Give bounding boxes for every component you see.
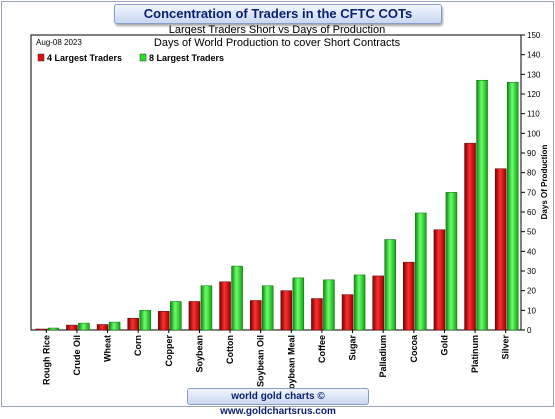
bar-gold-4-largest-traders bbox=[433, 229, 446, 331]
y-axis: 0 10 20 30 40 50 60 70 80 90 100 110 120 130 140 150 bbox=[521, 31, 541, 335]
bar-soybean-4-largest-traders bbox=[188, 301, 201, 331]
bar-copper-8-largest-traders bbox=[170, 301, 182, 331]
x-tick-label-soybean: Soybean bbox=[194, 335, 204, 373]
bar-soybean-oil-8-largest-traders bbox=[261, 285, 274, 331]
x-tick-label-cocoa: Cocoa bbox=[409, 334, 419, 363]
bar-soybean-oil-4-largest-traders bbox=[249, 300, 262, 331]
bar-coffee-8-largest-traders bbox=[323, 279, 335, 331]
y-tick-label: 130 bbox=[527, 70, 541, 79]
legend-label-4-largest-traders: 4 Largest Traders bbox=[47, 53, 122, 63]
bar-sugar-8-largest-traders bbox=[353, 274, 366, 331]
bars bbox=[35, 79, 519, 331]
x-tick-label-palladium: Palladium bbox=[378, 335, 388, 378]
x-tick-label-platinum: Platinum bbox=[470, 335, 480, 373]
y-tick-label: 110 bbox=[527, 110, 540, 119]
x-tick-label-copper: Copper bbox=[164, 335, 174, 367]
x-tick-label-gold: Gold bbox=[439, 335, 449, 356]
footer-credit: world gold charts © www.goldchartsrus.co… bbox=[187, 388, 369, 417]
chart-title: Largest Traders Short vs Days of Product… bbox=[169, 24, 385, 36]
x-tick-label-coffee: Coffee bbox=[317, 335, 327, 363]
bar-corn-8-largest-traders bbox=[139, 310, 151, 331]
x-tick-label-soybean-meal: Soybean Meal bbox=[286, 335, 296, 395]
x-tick-label-cotton: Cotton bbox=[225, 335, 235, 364]
bar-soybean-8-largest-traders bbox=[200, 285, 213, 331]
chart-subtitle: Days of World Production to cover Short … bbox=[154, 37, 401, 49]
y-tick-label: 70 bbox=[527, 188, 536, 197]
x-tick-label-wheat: Wheat bbox=[103, 335, 113, 362]
bar-copper-4-largest-traders bbox=[158, 311, 170, 331]
y-tick-label: 0 bbox=[527, 326, 532, 335]
bar-sugar-4-largest-traders bbox=[341, 294, 354, 331]
y-tick-label: 40 bbox=[527, 247, 536, 256]
bar-gold-8-largest-traders bbox=[445, 192, 458, 331]
legend-swatch-4-largest-traders bbox=[37, 53, 45, 62]
bar-wheat-4-largest-traders bbox=[96, 324, 109, 331]
bar-rough-rice-8-largest-traders bbox=[47, 327, 60, 331]
y-tick-label: 30 bbox=[527, 267, 536, 276]
bar-cotton-4-largest-traders bbox=[219, 281, 231, 331]
y-tick-label: 120 bbox=[527, 90, 541, 99]
bar-soybean-meal-8-largest-traders bbox=[292, 277, 305, 331]
y-tick-label: 80 bbox=[527, 169, 536, 178]
bar-silver-4-largest-traders bbox=[494, 168, 507, 331]
x-tick-label-sugar: Sugar bbox=[348, 335, 358, 361]
y-tick-label: 50 bbox=[527, 228, 536, 237]
bar-silver-8-largest-traders bbox=[506, 81, 519, 331]
x-tick-label-soybean-oil: Soybean Oil bbox=[256, 335, 266, 387]
x-tick-label-corn: Corn bbox=[133, 335, 143, 356]
y-tick-label: 100 bbox=[527, 129, 541, 138]
chart-date: Aug-08 2023 bbox=[36, 38, 82, 47]
bar-chart: Largest Traders Short vs Days of Product… bbox=[30, 24, 549, 395]
y-axis-label: Days Of Production bbox=[540, 145, 549, 220]
x-tick-label-silver: Silver bbox=[501, 335, 511, 360]
bar-cocoa-4-largest-traders bbox=[403, 261, 415, 331]
bar-palladium-4-largest-traders bbox=[372, 275, 384, 331]
y-tick-label: 140 bbox=[527, 51, 541, 60]
bar-platinum-4-largest-traders bbox=[464, 142, 476, 331]
bar-soybean-meal-4-largest-traders bbox=[280, 290, 293, 331]
y-tick-label: 90 bbox=[527, 149, 536, 158]
y-tick-label: 150 bbox=[527, 31, 541, 40]
legend: 4 Largest Traders 8 Largest Traders bbox=[37, 53, 224, 63]
chart-header-title: Concentration of Traders in the CFTC COT… bbox=[114, 4, 442, 24]
bar-coffee-4-largest-traders bbox=[311, 298, 323, 331]
legend-swatch-8-largest-traders bbox=[139, 53, 147, 62]
x-axis: Rough Rice Crude Oil Wheat Corn Copper Soybea… bbox=[41, 330, 511, 395]
bar-cocoa-8-largest-traders bbox=[415, 212, 427, 331]
bar-platinum-8-largest-traders bbox=[476, 79, 488, 331]
y-tick-label: 20 bbox=[527, 287, 536, 296]
bar-rough-rice-4-largest-traders bbox=[35, 328, 48, 331]
bar-crude-oil-4-largest-traders bbox=[66, 324, 78, 331]
y-tick-label: 10 bbox=[527, 306, 536, 315]
x-tick-label-crude-oil: Crude Oil bbox=[72, 335, 82, 376]
bar-palladium-8-largest-traders bbox=[384, 239, 396, 331]
bar-cotton-8-largest-traders bbox=[231, 265, 243, 331]
x-tick-label-rough-rice: Rough Rice bbox=[41, 335, 51, 385]
bar-corn-4-largest-traders bbox=[127, 317, 139, 331]
bar-wheat-8-largest-traders bbox=[108, 321, 121, 331]
bar-crude-oil-8-largest-traders bbox=[78, 322, 90, 331]
y-tick-label: 60 bbox=[527, 208, 536, 217]
legend-label-8-largest-traders: 8 Largest Traders bbox=[149, 53, 224, 63]
